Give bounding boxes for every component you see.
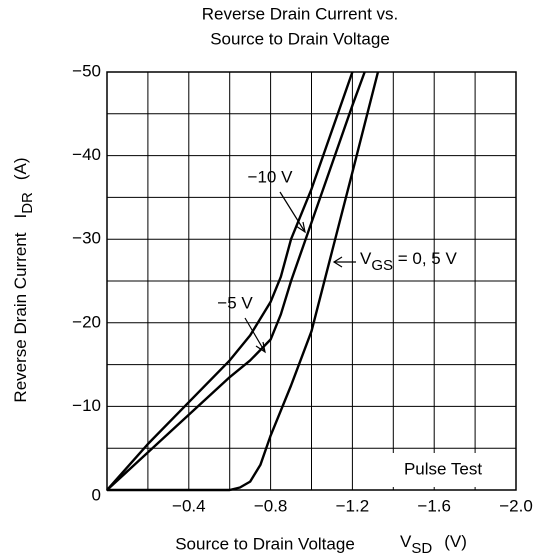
x-tick-label: −0.8 [254, 496, 288, 515]
x-tick-label: −1.6 [417, 496, 451, 515]
y-tick-label: 0 [92, 485, 101, 504]
x-tick-label: −1.2 [336, 496, 370, 515]
series-label: −5 V [217, 293, 253, 312]
y-tick-label: −10 [72, 396, 101, 415]
chart-title: Source to Drain Voltage [210, 29, 390, 48]
y-tick-label: −50 [72, 61, 101, 80]
arrow-head [332, 256, 343, 268]
curves [106, 71, 380, 492]
arrow [244, 317, 266, 353]
x-axis-label: VSD (V) [400, 532, 467, 556]
annotation: Pulse Test [404, 459, 482, 478]
series-line [107, 71, 380, 492]
y-axis-label: Reverse Drain CurrentIDR(A) [11, 157, 35, 402]
series-line [106, 71, 366, 491]
arrow-head [295, 221, 306, 234]
series-line [106, 71, 354, 491]
series-label: −10 V [248, 167, 294, 186]
x-tick-label: −2.0 [499, 496, 533, 515]
arrow [279, 191, 306, 233]
y-tick-label: −20 [72, 312, 101, 331]
y-tick-label: −30 [72, 229, 101, 248]
grid [106, 71, 517, 491]
chart-title: Reverse Drain Current vs. [202, 4, 399, 23]
x-axis-label: Source to Drain Voltage [175, 534, 355, 553]
annotation-box [380, 453, 512, 487]
arrow-head [255, 341, 266, 354]
series-label: VGS = 0, 5 V [360, 249, 457, 273]
x-tick-label: −0.4 [172, 496, 206, 515]
y-tick-label: −40 [72, 145, 101, 164]
